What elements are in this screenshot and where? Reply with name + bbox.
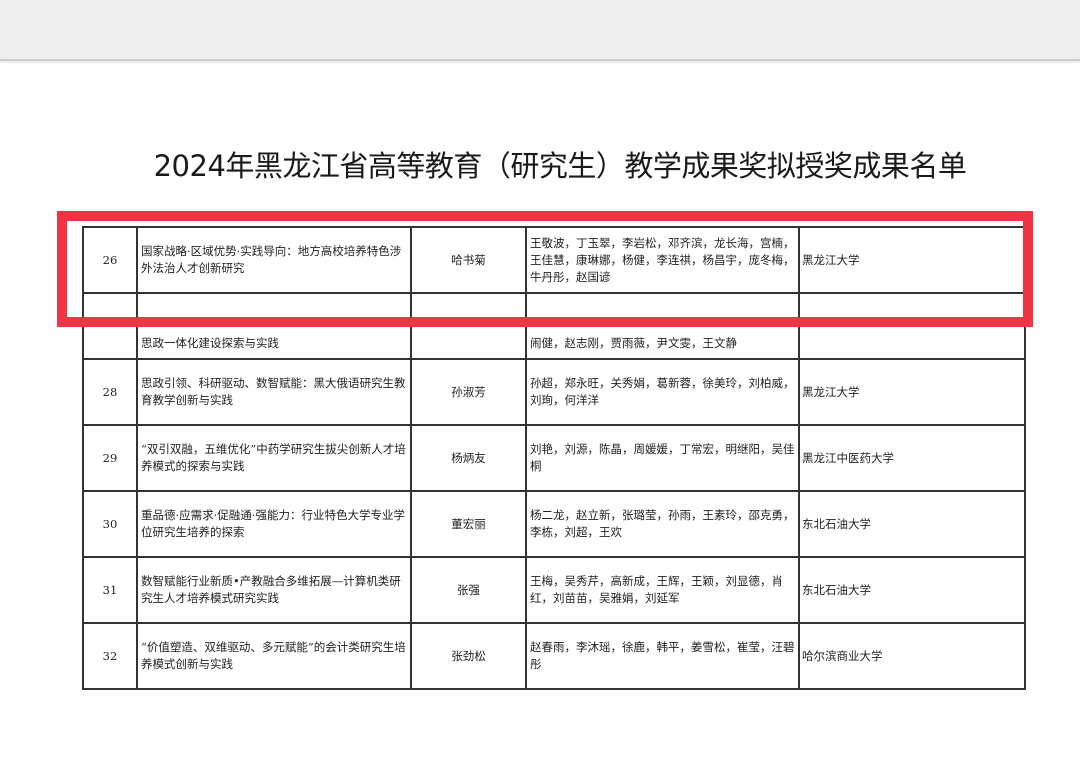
table-row: 26 国家战略·区域优势·实践导向：地方高校培养特色涉外法治人才创新研究 哈书菊 王敬… bbox=[82, 226, 1026, 294]
institution: 东北石油大学 bbox=[798, 556, 1026, 624]
table-row: 29 “双引双融，五维优化”中药学研究生拔尖创新人才培养模式的探索与实践 杨炳友 刘艳… bbox=[82, 424, 1026, 492]
members: 杨二龙，赵立新，张璐莹，孙雨，王素玲，邵克勇，李栋，刘超，王欢 bbox=[525, 490, 800, 558]
lead-person: 杨炳友 bbox=[410, 424, 527, 492]
project-title: “价值塑造、双维驱动、多元赋能”的会计类研究生培养模式创新与实践 bbox=[136, 622, 412, 690]
row-number: 29 bbox=[82, 424, 138, 492]
award-table: 26 国家战略·区域优势·实践导向：地方高校培养特色涉外法治人才创新研究 哈书菊 王敬… bbox=[82, 226, 1026, 690]
institution: 哈尔滨商业大学 bbox=[798, 622, 1026, 690]
lead-person: 张劲松 bbox=[410, 622, 527, 690]
institution: 黑龙江大学 bbox=[798, 226, 1026, 294]
institution: 黑龙江大学 bbox=[798, 358, 1026, 426]
members: 孙超，郑永旺，关秀娟，葛新蓉，徐美玲，刘柏威，刘珣，何洋洋 bbox=[525, 358, 800, 426]
top-toolbar bbox=[0, 0, 1080, 61]
table-row: 30 重品德·应需求·促融通·强能力：行业特色大学专业学位研究生培养的探索 董宏丽杨… bbox=[82, 490, 1026, 558]
project-title: 重品德·应需求·促融通·强能力：行业特色大学专业学位研究生培养的探索 bbox=[136, 490, 412, 558]
project-title: 思政引领、科研驱动、数智赋能：黑大俄语研究生教育教学创新与实践 bbox=[136, 358, 412, 426]
row-number: 31 bbox=[82, 556, 138, 624]
institution: 东北石油大学 bbox=[798, 490, 1026, 558]
project-title: 国家战略·区域优势·实践导向：地方高校培养特色涉外法治人才创新研究 bbox=[136, 226, 412, 294]
lead-person: 孙淑芳 bbox=[410, 358, 527, 426]
members: 刘艳，刘源，陈晶，周媛媛，丁常宏，明继阳，吴佳桐 bbox=[525, 424, 800, 492]
table-row: 28 思政引领、科研驱动、数智赋能：黑大俄语研究生教育教学创新与实践 孙淑芳 孙超，郑… bbox=[82, 358, 1026, 426]
lead-person: 哈书菊 bbox=[410, 226, 527, 294]
highlight-box bbox=[57, 211, 1033, 327]
document-title: 2024年黑龙江省高等教育（研究生）教学成果奖拟授奖成果名单 bbox=[153, 149, 967, 183]
row-number: 28 bbox=[82, 358, 138, 426]
institution: 黑龙江中医药大学 bbox=[798, 424, 1026, 492]
table-row: 32 “价值塑造、双维驱动、多元赋能”的会计类研究生培养模式创新与实践 张劲松 赵春雨… bbox=[82, 622, 1026, 690]
members: 王梅，吴秀芹，高新成，王辉，王颖，刘显德，肖红，刘苗苗，吴雅娟，刘延军 bbox=[525, 556, 800, 624]
row-number: 30 bbox=[82, 490, 138, 558]
project-title: “双引双融，五维优化”中药学研究生拔尖创新人才培养模式的探索与实践 bbox=[136, 424, 412, 492]
members: 赵春雨，李沐瑶，徐鹿，韩平，姜雪松，崔莹，汪碧彤 bbox=[525, 622, 800, 690]
row-number: 32 bbox=[82, 622, 138, 690]
table-row: 31 数智赋能行业新质•产教融合多维拓展—计算机类研究生人才培养模式研究实践 张强王… bbox=[82, 556, 1026, 624]
row-number: 26 bbox=[82, 226, 138, 294]
members: 王敬波，丁玉翠，李岩松，邓齐滨，龙长海，宫楠，王佳慧，康琳娜，杨健，李连祺，杨昌… bbox=[525, 226, 800, 294]
project-title: 数智赋能行业新质•产教融合多维拓展—计算机类研究生人才培养模式研究实践 bbox=[136, 556, 412, 624]
lead-person: 张强 bbox=[410, 556, 527, 624]
lead-person: 董宏丽 bbox=[410, 490, 527, 558]
